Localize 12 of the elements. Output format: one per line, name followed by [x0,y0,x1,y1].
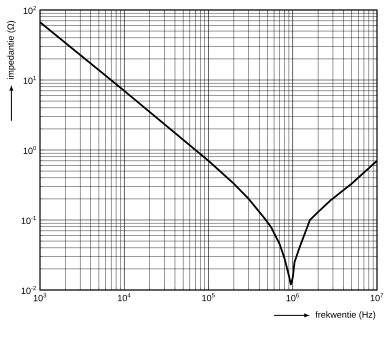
y-tick-label: 10$^{0}$ [24,146,36,154]
y-tick-label: 10$^{-1}$ [22,216,36,224]
x-tick-label: 10$^{3}$ [34,293,46,302]
x-axis-title: frekwentie (Hz) [315,311,376,320]
y-tick-label: 10$^{1}$ [24,76,36,84]
x-tick-label: 10$^{7}$ [370,293,384,302]
x-tick-label: 10$^{4}$ [118,293,131,302]
y-axis-title: impedantie (Ω) [7,20,16,80]
x-tick-label: 10$^{6}$ [286,293,299,302]
y-tick-label: 10$^{2}$ [24,6,36,14]
x-tick-label: 10$^{5}$ [202,293,215,302]
y-tick-label: 10$^{-2}$ [22,286,36,294]
